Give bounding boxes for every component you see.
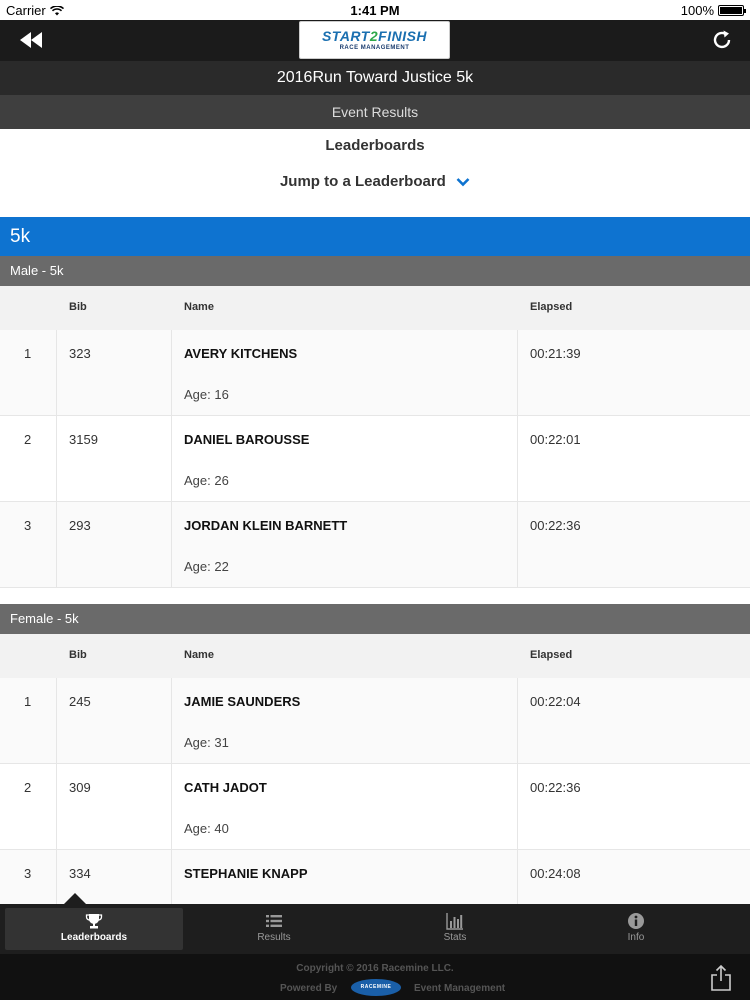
elapsed-time: 00:22:04	[530, 694, 581, 709]
table-row[interactable]: 2 3159 DANIEL BAROUSSE Age: 26 00:22:01	[0, 416, 750, 502]
rewind-back-icon[interactable]	[18, 29, 48, 51]
bib: 309	[69, 780, 91, 795]
race-name-bar: 5k	[0, 217, 750, 256]
tab-info[interactable]: Info	[547, 908, 725, 950]
table-row[interactable]: 2 309 CATH JADOT Age: 40 00:22:36	[0, 764, 750, 850]
col-name: Name	[184, 301, 214, 313]
runner-name: DANIEL BAROUSSE	[184, 432, 310, 447]
footer: Copyright © 2016 Racemine LLC. Powered B…	[0, 954, 750, 1000]
runner-age: Age: 22	[184, 559, 229, 574]
event-section-label: Event Results	[0, 95, 750, 129]
table-row[interactable]: 1 245 JAMIE SAUNDERS Age: 31 00:22:04	[0, 678, 750, 764]
runner-name: AVERY KITCHENS	[184, 346, 298, 361]
tab-label: Stats	[443, 932, 467, 943]
event-management-label: Event Management	[414, 983, 506, 994]
rank: 1	[24, 346, 32, 361]
copyright-text: Copyright © 2016 Racemine LLC.	[296, 963, 454, 974]
rank: 3	[24, 518, 32, 533]
bottom-tab-bar: Leaderboards Results Stats Info	[0, 904, 750, 954]
table-row[interactable]: 3 293 JORDAN KLEIN BARNETT Age: 22 00:22…	[0, 502, 750, 588]
racemine-logo: RACEMINE	[351, 979, 401, 996]
carrier-label: Carrier	[6, 3, 46, 18]
elapsed-time: 00:22:36	[530, 518, 581, 533]
share-icon[interactable]	[710, 964, 732, 992]
tab-leaderboards[interactable]: Leaderboards	[5, 908, 183, 950]
bib: 3159	[69, 432, 98, 447]
status-bar: Carrier 1:41 PM 100%	[0, 0, 750, 20]
battery-icon	[718, 5, 746, 16]
rank: 1	[24, 694, 32, 709]
jump-to-leaderboard-dropdown[interactable]: Jump to a Leaderboard	[0, 173, 750, 190]
start2finish-logo: START2FINISH RACE MANAGEMENT	[299, 21, 450, 59]
bib: 334	[69, 866, 91, 881]
column-header-row: Bib Name Elapsed	[0, 634, 750, 678]
runner-name: JORDAN KLEIN BARNETT	[184, 518, 348, 533]
bib: 323	[69, 346, 91, 361]
bar-chart-icon	[446, 913, 463, 930]
runner-name: CATH JADOT	[184, 780, 267, 795]
jump-label: Jump to a Leaderboard	[279, 173, 446, 190]
col-bib: Bib	[69, 301, 87, 313]
status-time: 1:41 PM	[350, 3, 400, 18]
runner-age: Age: 16	[184, 387, 229, 402]
runner-age: Age: 26	[184, 473, 229, 488]
bib: 293	[69, 518, 91, 533]
bib: 245	[69, 694, 91, 709]
col-name: Name	[184, 649, 214, 661]
col-elapsed: Elapsed	[530, 649, 573, 661]
refresh-icon[interactable]	[710, 28, 734, 52]
table-row[interactable]: 1 323 AVERY KITCHENS Age: 16 00:21:39	[0, 330, 750, 416]
trophy-icon	[85, 914, 103, 929]
rank: 2	[24, 432, 32, 447]
active-tab-pointer	[64, 893, 86, 904]
tab-label: Results	[257, 932, 291, 943]
runner-name: JAMIE SAUNDERS	[184, 694, 301, 709]
list-icon	[266, 915, 282, 927]
elapsed-time: 00:22:36	[530, 780, 581, 795]
column-header-row: Bib Name Elapsed	[0, 286, 750, 330]
info-icon	[628, 913, 644, 929]
powered-by-label: Powered By	[280, 983, 338, 994]
tab-label: Leaderboards	[60, 932, 128, 943]
elapsed-time: 00:24:08	[530, 866, 581, 881]
group-header-female: Female - 5k	[0, 604, 750, 634]
col-elapsed: Elapsed	[530, 301, 573, 313]
runner-age: Age: 31	[184, 735, 229, 750]
runner-age: Age: 40	[184, 821, 229, 836]
top-nav: START2FINISH RACE MANAGEMENT	[0, 20, 750, 61]
elapsed-time: 00:22:01	[530, 432, 581, 447]
elapsed-time: 00:21:39	[530, 346, 581, 361]
event-title: 2016Run Toward Justice 5k	[0, 61, 750, 95]
rank: 3	[24, 866, 32, 881]
runner-name: STEPHANIE KNAPP	[184, 866, 308, 881]
tab-results[interactable]: Results	[185, 908, 363, 950]
rank: 2	[24, 780, 32, 795]
col-bib: Bib	[69, 649, 87, 661]
group-header-male: Male - 5k	[0, 256, 750, 286]
leaderboards-heading: Leaderboards	[325, 137, 425, 154]
battery-percent: 100%	[680, 3, 714, 18]
wifi-icon	[49, 5, 64, 15]
tab-stats[interactable]: Stats	[366, 908, 544, 950]
tab-label: Info	[627, 932, 645, 943]
chevron-down-icon	[456, 178, 470, 187]
